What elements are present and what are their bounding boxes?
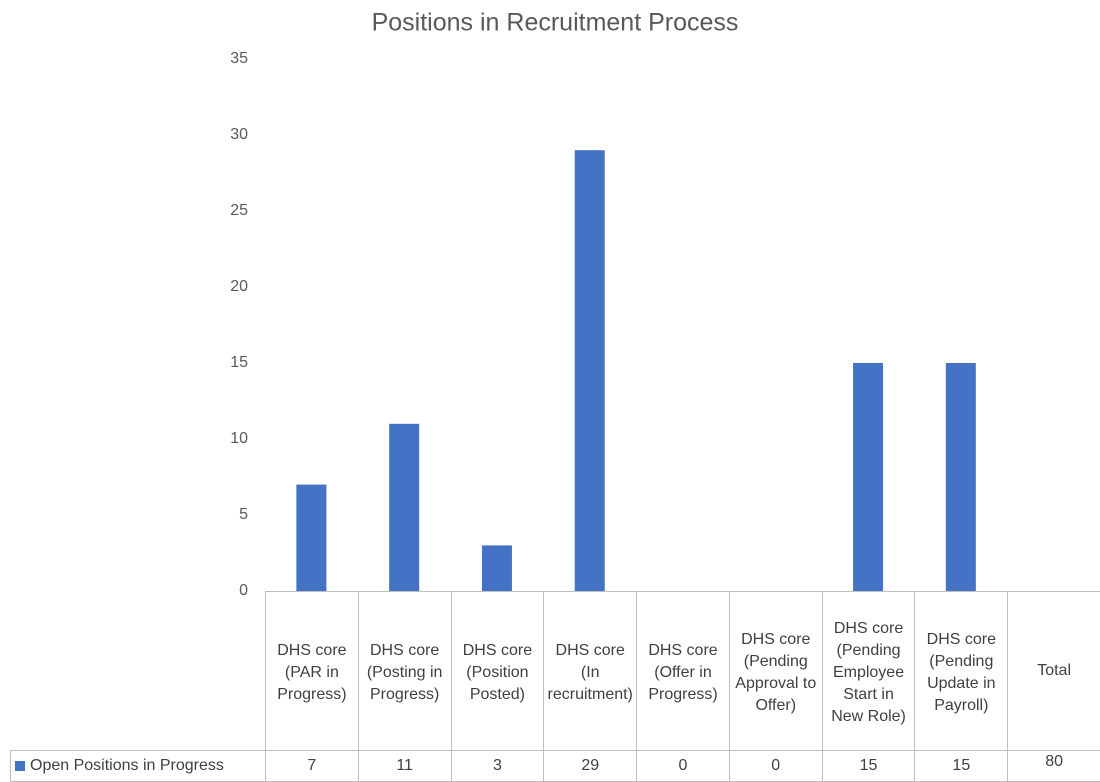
legend-cell: Open Positions in Progress (10, 750, 266, 782)
category-label: DHS core (Offer in Progress) (636, 591, 730, 751)
data-table-value: 11 (357, 750, 452, 782)
data-table-value: 7 (265, 750, 359, 782)
legend-swatch (15, 761, 25, 771)
total-label: Total (1007, 591, 1100, 751)
bar (389, 423, 420, 591)
legend-label: Open Positions in Progress (30, 757, 224, 774)
data-table-value: 0 (728, 750, 823, 782)
bar (481, 545, 512, 591)
category-label: DHS core (Position Posted) (450, 591, 545, 751)
y-tick-label: 25 (230, 202, 248, 219)
category-label: DHS core (PAR in Progress) (265, 591, 359, 751)
data-table-value: 15 (821, 750, 916, 782)
y-tick-label: 5 (239, 506, 248, 523)
category-label: DHS core (Pending Employee Start in New … (821, 591, 916, 751)
bar (296, 484, 327, 591)
y-tick-label: 30 (230, 126, 248, 143)
y-tick-label: 0 (239, 582, 248, 599)
y-tick-label: 15 (230, 354, 248, 371)
bar (945, 363, 976, 591)
total-value: 80 (1007, 750, 1100, 782)
category-label: DHS core (Pending Approval to Offer) (728, 591, 823, 751)
data-table-value: 15 (914, 750, 1009, 782)
data-table-value: 29 (543, 750, 638, 782)
category-label: DHS core (Pending Update in Payroll) (914, 591, 1009, 751)
chart-title: Positions in Recruitment Process (372, 9, 739, 37)
data-table-value: 3 (450, 750, 545, 782)
bar (853, 363, 884, 591)
data-table-value: 0 (636, 750, 730, 782)
y-tick-label: 20 (230, 278, 248, 295)
y-tick-label: 10 (230, 430, 248, 447)
category-label: DHS core (Posting in Progress) (357, 591, 452, 751)
bar (574, 150, 605, 591)
y-tick-label: 35 (230, 50, 248, 67)
category-label: DHS core (In recruitment) (543, 591, 638, 751)
